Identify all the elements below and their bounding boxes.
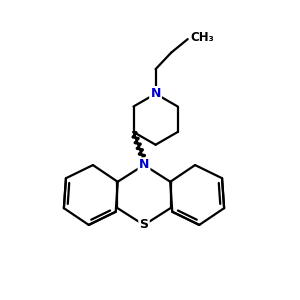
Text: S: S [140,218,148,232]
Text: N: N [139,158,149,172]
Text: N: N [150,87,161,100]
Text: CH₃: CH₃ [190,31,214,44]
